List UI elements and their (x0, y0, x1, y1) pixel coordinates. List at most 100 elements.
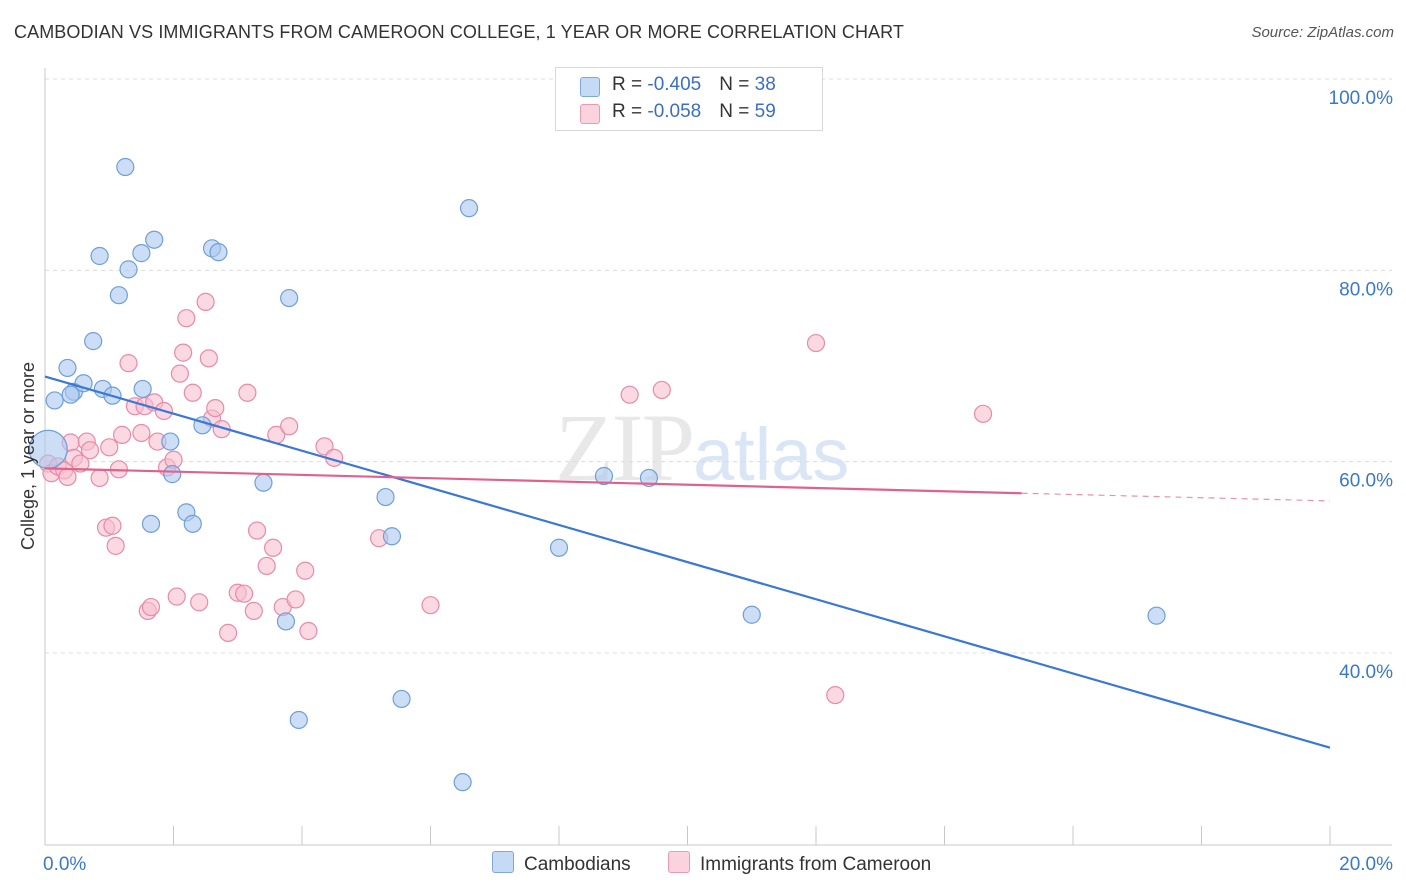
y-tick-label: 100.0% (1329, 88, 1394, 109)
trend-line-cambodians (44, 375, 1331, 749)
legend-r-label: R = (612, 101, 648, 122)
cameroon-point (106, 536, 125, 555)
cameroon-point (80, 441, 100, 460)
cambodians-point (254, 473, 273, 492)
axes (44, 68, 1392, 846)
cameroon-point (199, 349, 218, 368)
cambodians-point (116, 157, 135, 177)
cameroon-point (296, 561, 315, 580)
legend-n-value: 38 (754, 74, 776, 95)
cambodians-point (141, 514, 161, 533)
cameroon-point (826, 685, 845, 705)
x-tick-label: 0.0% (43, 854, 86, 875)
bottom-legend-cameroon: Immigrants from Cameroon (668, 851, 931, 876)
bottom-legend-label-cambodians: Cambodians (524, 854, 631, 875)
cameroon-point (141, 597, 161, 617)
cameroon-point (206, 398, 225, 418)
cambodians-point (453, 773, 472, 792)
cameroon-point (286, 590, 305, 609)
cameroon-point (196, 292, 215, 312)
cameroon-point (299, 621, 318, 641)
cambodians-point (132, 244, 151, 263)
cambodians-point (289, 710, 308, 730)
cambodians-point (594, 466, 614, 486)
cameroon-point (167, 587, 186, 606)
cambodians-point (90, 246, 109, 266)
cameroon-point (112, 425, 132, 444)
trend-line-cameroon-extension (1021, 492, 1331, 502)
legend-text-cameroon: R = -0.058 N = 59 (612, 101, 776, 123)
cameroon-point (652, 380, 671, 400)
cambodians-point (280, 288, 299, 308)
cambodians-point (161, 432, 180, 451)
cameroon-point (219, 623, 238, 643)
cameroon-point (257, 556, 276, 576)
y-tick-label: 80.0% (1339, 279, 1393, 300)
x-tick-label: 20.0% (1339, 854, 1393, 875)
legend-r-value: -0.058 (647, 101, 702, 122)
cambodians-point (209, 243, 228, 262)
cambodians-point (382, 527, 402, 546)
cambodians-point (145, 230, 164, 249)
cambodians-point (1147, 606, 1166, 625)
legend-r-value: -0.405 (647, 74, 702, 95)
cambodians-point (109, 286, 128, 305)
cambodians-point (84, 332, 103, 351)
cambodians-point (392, 689, 411, 709)
cambodians-point (459, 199, 479, 218)
cambodians-point (119, 260, 138, 279)
cameroon-point (247, 521, 267, 540)
cameroon-point (620, 385, 639, 404)
cambodians-point (376, 487, 395, 507)
y-tick-label: 40.0% (1339, 662, 1393, 683)
legend-n-label: N = (719, 74, 755, 95)
cameroon-point (183, 383, 202, 402)
cameroon-point (119, 354, 138, 373)
cameroon-point (280, 417, 299, 436)
series-cambodians-points (28, 157, 1166, 792)
legend-n-value: 59 (754, 101, 776, 122)
cameroon-point (263, 538, 283, 557)
cameroon-point (132, 423, 151, 443)
cameroon-point (71, 454, 90, 473)
cambodians-point (163, 465, 182, 484)
trend-line-cameroon (44, 467, 1022, 495)
cambodians-point (742, 605, 761, 624)
legend-swatch-cameroon (580, 104, 600, 124)
bottom-legend-label-cameroon: Immigrants from Cameroon (700, 854, 932, 875)
cameroon-point (174, 343, 193, 362)
correlation-legend: R = -0.405 N = 38 R = -0.058 N = 59 (555, 67, 823, 131)
cambodians-point (549, 538, 569, 557)
cameroon-point (238, 383, 257, 402)
series-cameroon-points (39, 292, 993, 705)
y-axis-label: College, 1 year or more (18, 362, 38, 550)
watermark-atlas: atlas (693, 413, 850, 496)
cambodians-point (133, 379, 152, 399)
chart-title: CAMBODIAN VS IMMIGRANTS FROM CAMEROON CO… (14, 22, 905, 42)
cameroon-point (190, 593, 209, 612)
cameroon-point (235, 584, 254, 603)
bottom-legend-swatch-cameroon (668, 851, 690, 873)
legend-n-label: N = (719, 101, 755, 122)
y-tick-label: 60.0% (1339, 471, 1393, 492)
cambodians-point (58, 358, 77, 378)
cameroon-point (973, 404, 993, 423)
cameroon-point (90, 468, 109, 488)
legend-text-cambodians: R = -0.405 N = 38 (612, 74, 776, 96)
cambodians-point (276, 612, 296, 631)
cameroon-point (177, 309, 196, 328)
cambodians-point (639, 468, 659, 488)
bottom-legend-swatch-cambodians (492, 851, 514, 873)
cambodians-point (183, 514, 202, 533)
cameroon-point (103, 516, 122, 535)
cambodians-point (45, 391, 64, 410)
cameroon-point (58, 467, 77, 487)
cameroon-point (100, 438, 119, 457)
legend-r-label: R = (612, 74, 648, 95)
cameroon-point (806, 333, 826, 353)
cameroon-point (170, 364, 190, 383)
legend-swatch-cambodians (580, 77, 600, 97)
grid-lines (45, 78, 1392, 654)
cameroon-point (421, 596, 440, 615)
